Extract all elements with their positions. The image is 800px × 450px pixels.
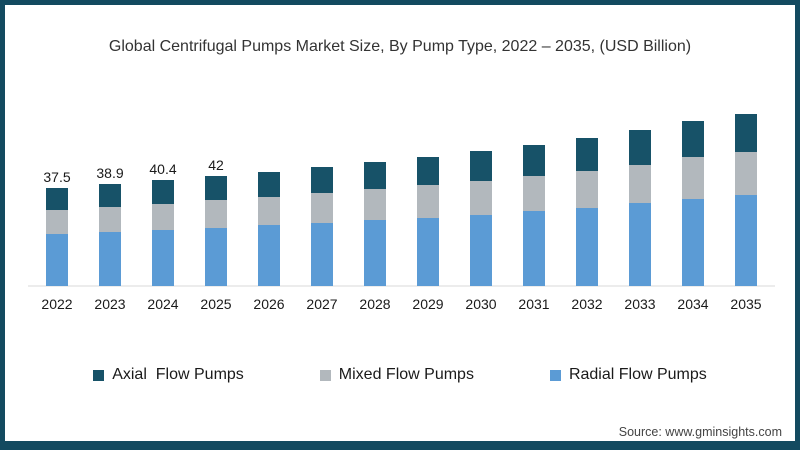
bar-segment-axial-2031 bbox=[523, 144, 545, 177]
bar-segment-radial-2032 bbox=[576, 207, 598, 286]
legend-label-radial: Radial Flow Pumps bbox=[568, 366, 707, 383]
bar-segment-radial-2026 bbox=[258, 225, 280, 286]
total-value-label-2025: 42 bbox=[208, 157, 224, 174]
bar-segment-mixed-2026 bbox=[258, 196, 280, 226]
legend-item-mixed: Mixed Flow Pumps bbox=[319, 366, 474, 384]
x-axis-label-2026: 2026 bbox=[253, 296, 285, 312]
bar-segment-radial-2035 bbox=[735, 194, 757, 286]
x-axis-label-2032: 2032 bbox=[571, 296, 603, 312]
legend-swatch-mixed-icon bbox=[319, 369, 331, 381]
x-axis-label-2022: 2022 bbox=[41, 296, 73, 312]
plot-area: 37.5 38.9 40.4 42 bbox=[28, 114, 775, 287]
bar-segment-mixed-2034 bbox=[682, 157, 704, 199]
bar-segment-axial-2026 bbox=[258, 171, 280, 197]
bar-segment-mixed-2031 bbox=[523, 176, 545, 212]
bar-group-2030 bbox=[470, 151, 492, 286]
bar-segment-axial-2029 bbox=[417, 156, 439, 186]
bar-segment-mixed-2035 bbox=[735, 151, 757, 195]
bar-segment-radial-2030 bbox=[470, 214, 492, 286]
x-axis-label-2025: 2025 bbox=[200, 296, 232, 312]
legend-item-radial: Radial Flow Pumps bbox=[549, 366, 707, 384]
bar-segment-mixed-2033 bbox=[629, 164, 651, 204]
bar-group-2031 bbox=[523, 144, 545, 286]
bar-segment-mixed-2024 bbox=[152, 203, 174, 231]
bar-group-2035 bbox=[735, 114, 757, 286]
bar-segment-radial-2034 bbox=[682, 198, 704, 286]
bar-segment-radial-2029 bbox=[417, 217, 439, 286]
bar-segment-radial-2027 bbox=[311, 223, 333, 286]
bar-segment-axial-2027 bbox=[311, 167, 333, 194]
bar-segment-radial-2031 bbox=[523, 211, 545, 286]
bar-group-2023: 38.9 bbox=[96, 165, 124, 286]
bar-segment-mixed-2029 bbox=[417, 185, 439, 218]
bar-segment-axial-2023 bbox=[99, 184, 121, 207]
bar-segment-radial-2033 bbox=[629, 203, 651, 286]
bar-segment-axial-2030 bbox=[470, 151, 492, 182]
total-value-label-2023: 38.9 bbox=[96, 165, 124, 182]
bar-segment-mixed-2032 bbox=[576, 170, 598, 208]
bar-group-2024: 40.4 bbox=[149, 161, 177, 286]
bar-group-2032 bbox=[576, 138, 598, 286]
bar-segment-radial-2023 bbox=[99, 232, 121, 286]
legend-label-mixed: Mixed Flow Pumps bbox=[338, 366, 474, 383]
bar-segment-radial-2028 bbox=[364, 220, 386, 286]
bar-segment-mixed-2027 bbox=[311, 193, 333, 223]
bar-segment-mixed-2028 bbox=[364, 189, 386, 221]
bar-segment-axial-2024 bbox=[152, 180, 174, 204]
x-axis-label-2023: 2023 bbox=[94, 296, 126, 312]
x-axis-label-2029: 2029 bbox=[412, 296, 444, 312]
x-axis-label-2033: 2033 bbox=[624, 296, 656, 312]
bar-segment-axial-2028 bbox=[364, 162, 386, 190]
x-axis-label-2034: 2034 bbox=[677, 296, 709, 312]
bar-segment-axial-2033 bbox=[629, 130, 651, 165]
bar-group-2022: 37.5 bbox=[43, 169, 71, 286]
x-axis-label-2027: 2027 bbox=[306, 296, 338, 312]
bar-group-2029 bbox=[417, 156, 439, 286]
total-value-label-2022: 37.5 bbox=[43, 169, 71, 185]
bar-group-2033 bbox=[629, 130, 651, 286]
bar-segment-axial-2032 bbox=[576, 138, 598, 171]
bar-segment-mixed-2022 bbox=[46, 210, 68, 234]
legend-item-axial: Axial Flow Pumps bbox=[93, 366, 244, 384]
bar-group-2026 bbox=[258, 171, 280, 286]
bar-segment-axial-2022 bbox=[46, 188, 68, 210]
chart-title: Global Centrifugal Pumps Market Size, By… bbox=[108, 38, 692, 55]
bar-group-2028 bbox=[364, 162, 386, 286]
bar-segment-mixed-2025 bbox=[205, 200, 227, 228]
source-text: Source: www.gminsights.com bbox=[618, 425, 782, 439]
bar-segment-axial-2034 bbox=[682, 121, 704, 158]
legend-swatch-axial-icon bbox=[93, 369, 105, 381]
bar-segment-axial-2025 bbox=[205, 176, 227, 201]
legend-swatch-radial-icon bbox=[549, 369, 561, 381]
bar-segment-mixed-2030 bbox=[470, 181, 492, 215]
total-value-label-2024: 40.4 bbox=[149, 161, 177, 178]
legend: Axial Flow Pumps Mixed Flow Pumps Radial F… bbox=[0, 366, 800, 384]
x-axis-label-2035: 2035 bbox=[730, 296, 762, 312]
x-axis-line bbox=[28, 285, 775, 287]
bar-group-2027 bbox=[311, 167, 333, 286]
bar-segment-mixed-2023 bbox=[99, 206, 121, 233]
x-axis-label-2031: 2031 bbox=[518, 296, 550, 312]
bar-segment-radial-2024 bbox=[152, 230, 174, 286]
bar-group-2025: 42 bbox=[205, 157, 227, 286]
x-axis-label-2024: 2024 bbox=[147, 296, 179, 312]
bar-group-2034 bbox=[682, 121, 704, 286]
x-axis-label-2028: 2028 bbox=[359, 296, 391, 312]
bar-segment-radial-2022 bbox=[46, 234, 68, 286]
x-axis-label-2030: 2030 bbox=[465, 296, 497, 312]
bar-segment-radial-2025 bbox=[205, 227, 227, 286]
bar-segment-axial-2035 bbox=[735, 114, 757, 152]
legend-label-axial: Axial Flow Pumps bbox=[112, 366, 244, 383]
